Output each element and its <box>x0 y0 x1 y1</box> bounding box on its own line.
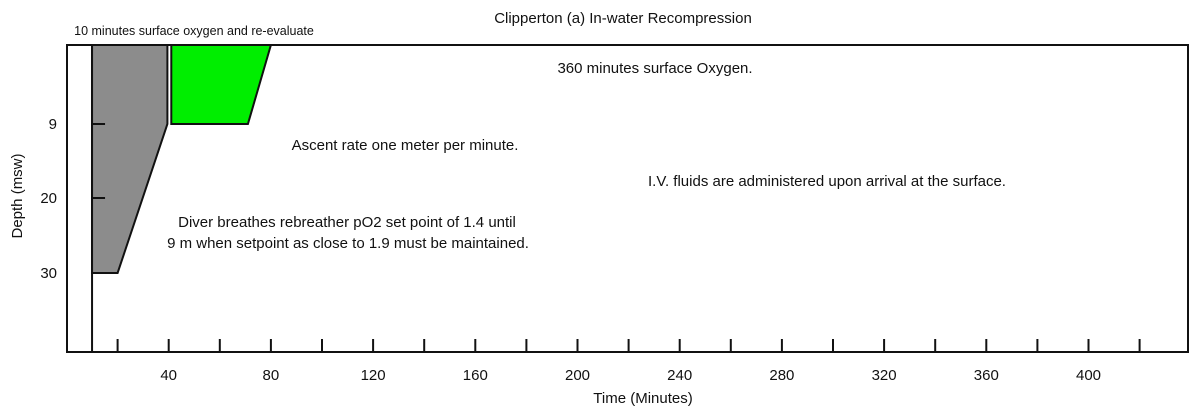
x-tick-label: 80 <box>263 367 280 384</box>
depth-tick-label: 9 <box>49 116 57 133</box>
annotation-ascent-rate: Ascent rate one meter per minute. <box>292 137 519 154</box>
annotation-iv-fluids: I.V. fluids are administered upon arriva… <box>648 173 1006 190</box>
annotation-rebreather-setpoint-line2: 9 m when setpoint as close to 1.9 must b… <box>167 235 529 252</box>
plot-border <box>66 44 1189 353</box>
annotation-surface-oxygen-360min: 360 minutes surface Oxygen. <box>557 60 752 77</box>
annotation-surface-oxygen-10min: 10 minutes surface oxygen and re-evaluat… <box>74 24 314 38</box>
x-tick-label: 240 <box>667 367 692 384</box>
x-tick-label: 320 <box>872 367 897 384</box>
area-recompression-phase <box>91 44 169 274</box>
x-tick-label: 120 <box>361 367 386 384</box>
y-axis-title: Depth (msw) <box>9 153 26 238</box>
x-tick-label: 400 <box>1076 367 1101 384</box>
annotation-rebreather-setpoint-line1: Diver breathes rebreather pO2 set point … <box>178 214 516 231</box>
depth-tick-label: 20 <box>40 190 57 207</box>
x-axis-title: Time (Minutes) <box>593 390 692 407</box>
x-tick-label: 200 <box>565 367 590 384</box>
x-tick-label: 360 <box>974 367 999 384</box>
chart-title: Clipperton (a) In-water Recompression <box>494 10 752 27</box>
area-oxygen-hold-9msw-phase <box>170 44 273 125</box>
x-tick-label: 160 <box>463 367 488 384</box>
x-tick-label: 40 <box>160 367 177 384</box>
x-tick-label: 280 <box>769 367 794 384</box>
axes: 40 80 120 160 200 240 280 320 360 400 9 20 30 <box>40 45 1141 384</box>
depth-tick-label: 30 <box>40 265 57 282</box>
